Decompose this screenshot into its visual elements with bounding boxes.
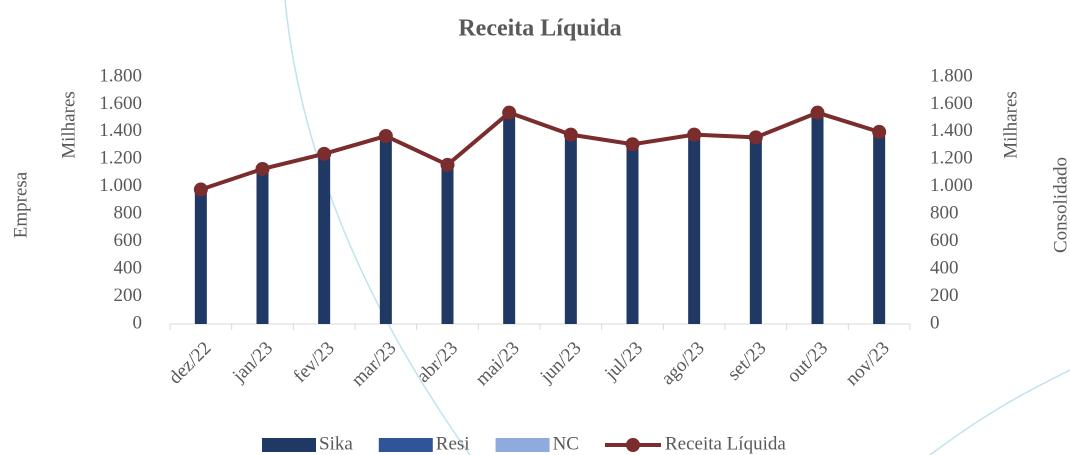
x-tick-label: fev/23 bbox=[290, 338, 339, 387]
bar bbox=[811, 112, 824, 324]
bar bbox=[194, 189, 207, 324]
decor-curve bbox=[929, 369, 1070, 455]
legend-swatch bbox=[262, 438, 316, 452]
x-tick-label: jan/23 bbox=[228, 338, 277, 387]
y-tick-label: 1.000 bbox=[99, 175, 142, 196]
y-tick-label: 800 bbox=[114, 203, 143, 224]
y2-tick-label: 1.000 bbox=[930, 175, 973, 196]
bar bbox=[318, 155, 331, 324]
bar bbox=[256, 168, 269, 324]
bar bbox=[626, 144, 639, 324]
bar bbox=[688, 134, 701, 324]
line-point bbox=[193, 182, 208, 197]
legend-label: Sika bbox=[319, 433, 353, 454]
y-tick-label: 200 bbox=[114, 285, 143, 306]
y-tick-label: 1.600 bbox=[99, 93, 142, 114]
y-tick-label: 1.200 bbox=[99, 148, 142, 169]
y2-axis-unit: Milhares bbox=[1000, 91, 1021, 159]
line-point bbox=[872, 124, 887, 139]
x-tick-label: out/23 bbox=[783, 338, 832, 387]
bar bbox=[873, 133, 886, 324]
line-point bbox=[502, 105, 517, 120]
line-point bbox=[687, 127, 702, 142]
line bbox=[200, 110, 880, 192]
y2-tick-label: 1.400 bbox=[930, 120, 973, 141]
y2-tick-label: 1.200 bbox=[930, 148, 973, 169]
line-point bbox=[810, 105, 825, 120]
decor-curve bbox=[284, 0, 471, 455]
x-tick-label: abr/23 bbox=[413, 338, 462, 387]
y2-tick-label: 200 bbox=[930, 285, 959, 306]
legend-label: NC bbox=[553, 433, 579, 454]
y-tick-label: 1.800 bbox=[99, 65, 142, 86]
x-tick-label: nov/23 bbox=[842, 338, 894, 390]
y2-tick-label: 400 bbox=[930, 257, 959, 278]
y-tick-label: 0 bbox=[133, 312, 143, 333]
legend-swatch bbox=[495, 438, 550, 452]
legend-label: Receita Líquida bbox=[665, 433, 786, 454]
y-axis-label: Empresa bbox=[10, 171, 31, 238]
bar bbox=[441, 164, 454, 324]
legend-label: Resi bbox=[436, 433, 470, 454]
chart-title: Receita Líquida bbox=[458, 16, 621, 42]
bar bbox=[564, 134, 577, 324]
x-tick-label: jun/23 bbox=[536, 338, 586, 388]
y2-tick-label: 1.600 bbox=[930, 93, 973, 114]
y-tick-label: 1.400 bbox=[99, 120, 142, 141]
line-point bbox=[563, 127, 578, 142]
x-tick-label: mar/23 bbox=[348, 338, 401, 391]
line-point bbox=[748, 130, 763, 145]
y2-tick-label: 800 bbox=[930, 203, 959, 224]
line-point bbox=[440, 157, 455, 172]
x-tick-label: ago/23 bbox=[657, 338, 708, 389]
x-tick-label: set/23 bbox=[724, 338, 771, 385]
bar bbox=[503, 112, 516, 324]
y2-tick-label: 600 bbox=[930, 230, 959, 251]
y2-axis-label: Consolidado bbox=[1050, 157, 1070, 253]
y-tick-label: 400 bbox=[114, 257, 143, 278]
x-tick-label: jul/23 bbox=[600, 338, 647, 385]
legend-swatch bbox=[378, 438, 433, 452]
y2-tick-label: 0 bbox=[930, 312, 940, 333]
line-point bbox=[317, 146, 332, 161]
bar bbox=[749, 138, 762, 324]
x-tick-label: dez/22 bbox=[165, 338, 216, 389]
line-point bbox=[255, 161, 270, 176]
bar bbox=[379, 137, 392, 324]
legend-swatch bbox=[625, 438, 640, 452]
y-tick-label: 600 bbox=[114, 230, 143, 251]
y-axis-unit: Milhares bbox=[58, 91, 79, 159]
line-point bbox=[378, 129, 393, 144]
y2-tick-label: 1.800 bbox=[930, 65, 973, 86]
x-tick-label: mai/23 bbox=[472, 338, 524, 390]
line-point bbox=[625, 137, 640, 152]
